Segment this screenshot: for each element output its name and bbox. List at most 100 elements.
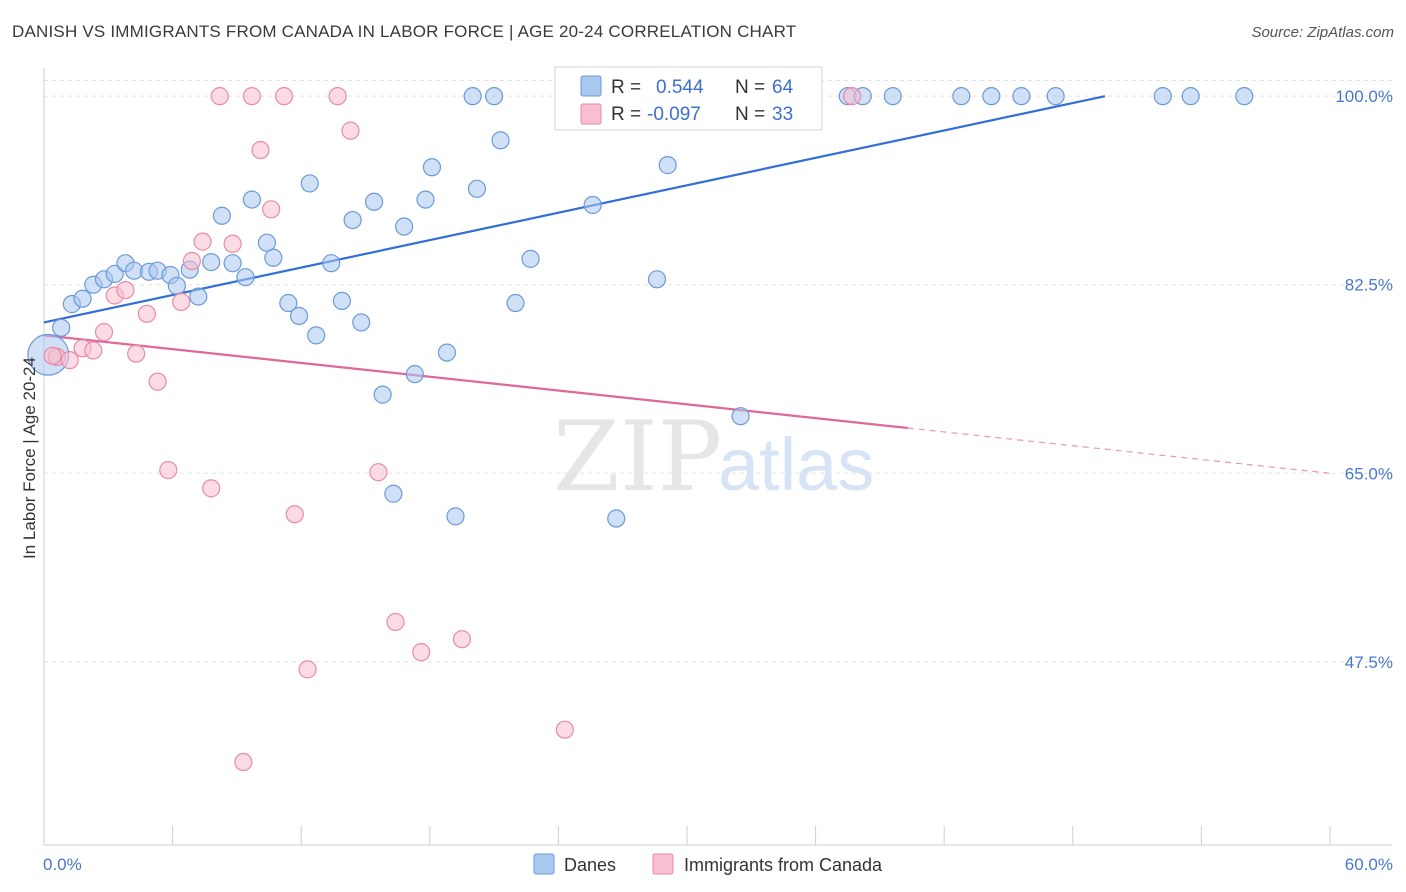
canada-point (242, 87, 262, 106)
canada-point (193, 232, 212, 251)
danes-point (731, 407, 750, 426)
canada-point (182, 251, 201, 271)
danes-n-value: 64 (772, 77, 794, 98)
danes-point (105, 264, 124, 284)
bottom-legend: Danes Immigrants from Canada (533, 853, 883, 875)
danes-point (332, 291, 352, 310)
danes-point (521, 249, 540, 268)
canada-point (159, 460, 178, 480)
danes-r-label: R = (611, 77, 641, 98)
danes-point (416, 190, 435, 209)
legend-danes-label: Danes (564, 855, 616, 875)
danes-point (352, 313, 371, 332)
watermark-zip: ZIP (553, 401, 722, 513)
danes-point (364, 192, 384, 211)
danes-point (647, 270, 667, 289)
canada-point (386, 612, 405, 632)
canada-point (202, 479, 221, 498)
stats-legend: R = 0.544 N = 64 R = -0.097 N = 33 (554, 66, 823, 131)
canada-point (172, 292, 191, 312)
danes-point (1181, 87, 1200, 106)
canada-trend-extension (907, 427, 1331, 474)
danes-point (279, 293, 298, 313)
danes-r-value: 0.544 (656, 77, 704, 98)
canada-point (555, 720, 574, 739)
danes-point (322, 254, 341, 273)
canada-point (43, 346, 62, 365)
x-tick-label-max: 60.0% (1345, 855, 1393, 874)
danes-point (583, 195, 602, 215)
canada-point (137, 304, 156, 323)
canada-n-label: N = (735, 104, 765, 125)
canada-point (262, 200, 281, 219)
canada-point (116, 281, 135, 300)
legend-canada-swatch (652, 853, 674, 875)
legend-canada-label: Immigrants from Canada (684, 855, 883, 875)
canada-trend-line (43, 334, 908, 430)
danes-point (212, 206, 231, 225)
danes-point (257, 233, 277, 252)
danes-point (343, 210, 362, 230)
danes-trend-line (43, 95, 1106, 324)
canada-n-value: 33 (772, 104, 793, 125)
danes-point (491, 131, 510, 150)
danes-point (883, 87, 902, 106)
legend-danes-swatch (533, 853, 555, 875)
canada-r-label: R = (611, 104, 641, 125)
danes-point (1012, 87, 1031, 106)
canada-point (412, 643, 431, 662)
canada-point (298, 660, 317, 679)
canada-point (94, 323, 114, 342)
danes-point (1046, 87, 1065, 106)
canada-point (210, 87, 229, 106)
danes-point (982, 87, 1001, 106)
canada-point (223, 234, 242, 253)
danes-point (289, 306, 309, 326)
canada-swatch (580, 103, 602, 125)
canada-point (274, 87, 294, 106)
y-tick-label: 100.0% (1335, 87, 1393, 106)
danes-point (384, 484, 403, 503)
danes-point (506, 293, 525, 313)
canada-r-value: -0.097 (647, 104, 701, 125)
danes-point (1235, 87, 1254, 106)
chart-title: DANISH VS IMMIGRANTS FROM CANADA IN LABO… (12, 22, 797, 41)
danes-swatch (580, 75, 602, 97)
danes-point (607, 509, 626, 528)
danes-point (467, 179, 487, 198)
y-axis-title: In Labor Force | Age 20-24 (20, 357, 39, 559)
canada-point (60, 351, 79, 370)
canada-point (234, 752, 253, 772)
danes-point (124, 261, 144, 280)
danes-point (189, 287, 208, 306)
danes-point (236, 268, 255, 287)
canada-point (369, 463, 388, 482)
danes-point (446, 507, 465, 526)
canada-point (84, 341, 103, 360)
chart-source: Source: ZipAtlas.com (1251, 24, 1394, 41)
danes-point (437, 343, 457, 362)
danes-point (73, 289, 92, 308)
danes-point (422, 158, 442, 177)
canada-point (251, 140, 270, 160)
danes-point (307, 326, 326, 345)
danes-point (658, 156, 677, 175)
danes-point (463, 87, 482, 106)
canada-point (127, 344, 146, 363)
danes-point (52, 318, 71, 337)
danes-point (952, 87, 971, 106)
danes-point (242, 190, 262, 209)
danes-point (300, 174, 319, 193)
axes-layer: 47.5% 65.0% 82.5% 100.0% (43, 68, 1393, 846)
watermark-atlas: atlas (718, 423, 874, 506)
canada-point (452, 630, 472, 649)
trend-layer (43, 95, 1331, 474)
danes-point (1153, 87, 1172, 106)
grid-layer (44, 80, 1392, 663)
danes-point (485, 87, 504, 106)
danes-point (223, 254, 242, 273)
danes-point (202, 252, 221, 272)
x-tick-label-min: 0.0% (43, 855, 82, 874)
y-tick-label: 82.5% (1345, 276, 1393, 295)
